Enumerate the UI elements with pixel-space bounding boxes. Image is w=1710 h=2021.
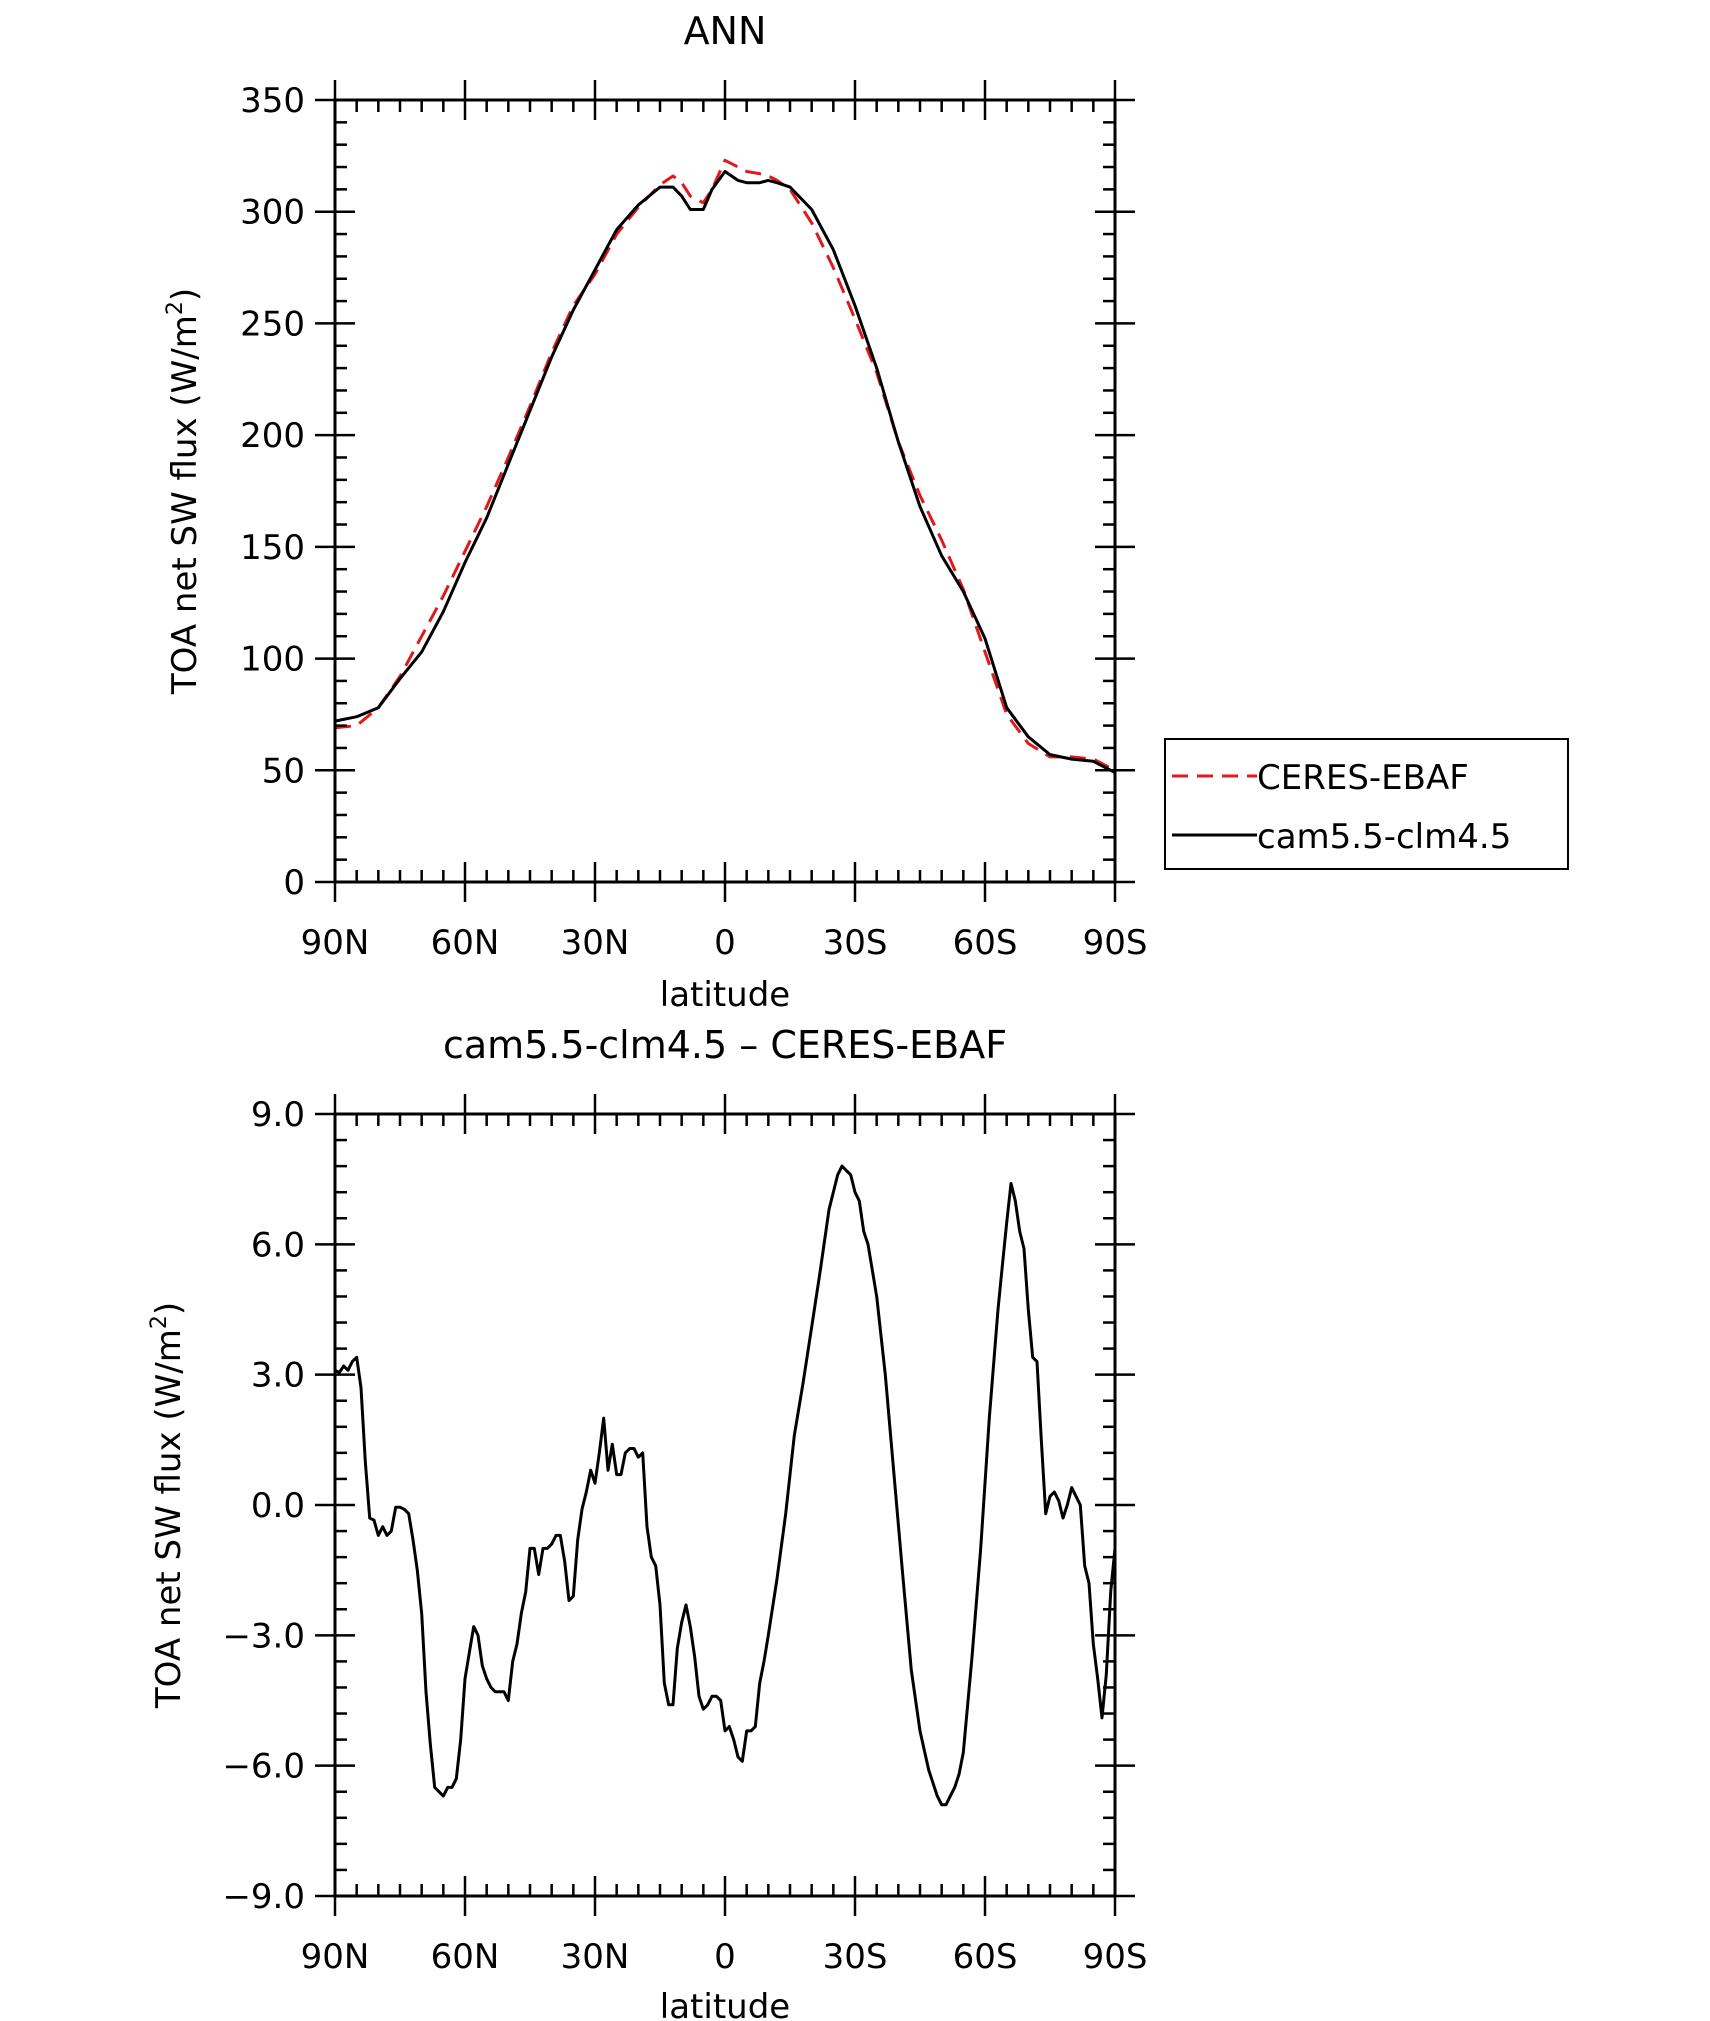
x-tick-label: 60N (431, 923, 500, 963)
top-plot-lines (334, 158, 1116, 774)
top-y-axis-label-sup: 2 (163, 301, 188, 315)
difference-line (334, 1164, 1117, 1807)
y-tick-label: 50 (262, 751, 305, 791)
bottom-x-tick-labels: 90N 60N 30N 0 30S 60S 90S (301, 1937, 1148, 1977)
y-tick-label: 3.0 (251, 1356, 305, 1396)
cam5-5-clm4-5-line (334, 170, 1116, 774)
x-tick-label: 60N (431, 1937, 500, 1977)
y-tick-label: −6.0 (222, 1747, 305, 1787)
x-tick-label: 90S (1083, 1937, 1148, 1977)
y-tick-label: 350 (240, 81, 305, 121)
top-x-tick-labels: 90N 60N 30N 0 30S 60S 90S (301, 923, 1148, 963)
x-tick-label: 60S (953, 923, 1018, 963)
legend-label-cam5-5-clm4-5: cam5.5-clm4.5 (1257, 817, 1511, 857)
y-tick-label: 300 (240, 193, 305, 233)
top-axis-ticks (315, 80, 1135, 902)
top-x-axis-label: latitude (660, 975, 790, 1015)
bottom-y-tick-labels: −9.0 −6.0 −3.0 0.0 3.0 6.0 9.0 (222, 1095, 305, 1917)
top-y-tick-labels: 0 50 100 150 200 250 300 350 (240, 81, 305, 903)
bottom-y-axis-label-end: ) (149, 1302, 189, 1315)
top-plot-frame (333, 98, 1117, 884)
x-tick-label: 90S (1083, 923, 1148, 963)
top-panel: ANN 0 50 100 150 200 250 300 350 90N 60N 30N 0 30S 6… (163, 9, 1569, 1015)
y-tick-label: 100 (240, 640, 305, 680)
y-tick-label: −3.0 (222, 1616, 305, 1656)
x-tick-label: 90N (301, 1937, 370, 1977)
bottom-y-axis-label-main: TOA net SW flux (W/m (149, 1329, 189, 1709)
y-tick-label: 150 (240, 528, 305, 568)
bottom-axis-ticks (315, 1094, 1135, 1916)
x-tick-label: 30S (823, 923, 888, 963)
top-y-axis-label-end: ) (165, 288, 205, 301)
bottom-plot-lines (334, 1164, 1117, 1807)
top-y-axis-label: TOA net SW flux (W/m2) (163, 288, 205, 695)
bottom-panel: cam5.5-clm4.5 – CERES-EBAF −9.0 −6.0 −3.0 0… (147, 1023, 1147, 2021)
x-tick-label: 0 (714, 923, 736, 963)
y-tick-label: 250 (240, 304, 305, 344)
x-tick-label: 90N (301, 923, 370, 963)
bottom-y-axis-label: TOA net SW flux (W/m2) (147, 1302, 189, 1709)
y-tick-label: −9.0 (222, 1877, 305, 1917)
top-chart-title: ANN (684, 9, 767, 53)
x-tick-label: 30N (561, 923, 630, 963)
legend-box (1164, 738, 1569, 870)
bottom-x-axis-label: latitude (660, 1987, 790, 2021)
y-tick-label: 0.0 (251, 1486, 305, 1526)
x-tick-label: 60S (953, 1937, 1018, 1977)
legend: CERES-EBAF cam5.5-clm4.5 (1164, 738, 1569, 870)
y-tick-label: 9.0 (251, 1095, 305, 1135)
y-tick-label: 0 (283, 863, 305, 903)
x-tick-label: 30N (561, 1937, 630, 1977)
bottom-plot-frame (333, 1112, 1117, 1898)
x-tick-label: 30S (823, 1937, 888, 1977)
legend-label-ceres-ebaf: CERES-EBAF (1257, 758, 1469, 798)
y-tick-label: 6.0 (251, 1225, 305, 1265)
bottom-y-axis-label-sup: 2 (147, 1315, 172, 1329)
y-tick-label: 200 (240, 416, 305, 456)
top-y-axis-label-main: TOA net SW flux (W/m (165, 315, 205, 695)
x-tick-label: 0 (714, 1937, 736, 1977)
bottom-chart-title: cam5.5-clm4.5 – CERES-EBAF (443, 1023, 1007, 1067)
